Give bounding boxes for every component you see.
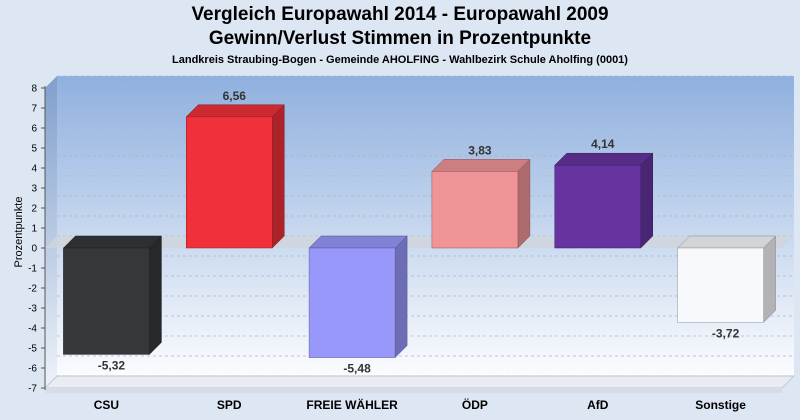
y-axis: 8 7 6 5 4 3 2 1 0 -1 -2 -3 -4 -5 -6 -7 bbox=[28, 84, 46, 395]
x-tick-label: CSU bbox=[94, 398, 119, 412]
bar-csu bbox=[62, 235, 163, 356]
data-label: 6,56 bbox=[223, 89, 247, 103]
x-tick-label: SPD bbox=[217, 398, 242, 412]
bar-top bbox=[308, 235, 408, 249]
bar-top bbox=[554, 152, 654, 166]
bar-front bbox=[431, 171, 519, 249]
y-tick-label: -4 bbox=[28, 324, 37, 335]
bar-side bbox=[272, 104, 285, 249]
bar-top bbox=[676, 235, 777, 249]
x-tick-label: ÖDP bbox=[462, 397, 488, 412]
data-label: -5,48 bbox=[343, 362, 371, 376]
data-label: -3,72 bbox=[712, 326, 740, 340]
bar-front bbox=[554, 164, 641, 249]
bars bbox=[62, 104, 777, 359]
bar-top bbox=[62, 235, 163, 249]
bar-side bbox=[149, 235, 162, 356]
bar-front bbox=[63, 247, 150, 355]
plot-floor bbox=[43, 375, 796, 389]
y-tick-label: -3 bbox=[28, 304, 37, 315]
y-tick-label: 6 bbox=[31, 124, 37, 135]
bar-front bbox=[186, 116, 273, 249]
bar-spd bbox=[185, 104, 285, 249]
bar-front bbox=[308, 247, 396, 358]
y-tick-label: 5 bbox=[31, 144, 37, 155]
data-labels: -5,32 6,56 -5,48 3,83 4,14 -3,72 bbox=[98, 89, 740, 376]
y-axis-title: Prozentpunkte bbox=[13, 197, 25, 268]
y-tick-label: -7 bbox=[28, 384, 37, 395]
data-label: -5,32 bbox=[98, 358, 126, 372]
plot-back-wall bbox=[57, 76, 794, 376]
chart-title-line1: Vergleich Europawahl 2014 - Europawahl 2… bbox=[191, 4, 609, 25]
bar-afd bbox=[554, 152, 654, 249]
data-label: 4,14 bbox=[591, 137, 615, 151]
y-tick-label: 3 bbox=[31, 184, 37, 195]
bar-freie-wähler bbox=[308, 235, 408, 359]
data-label: 3,83 bbox=[468, 143, 492, 157]
y-tick-label: 4 bbox=[31, 164, 37, 175]
bar-side bbox=[394, 235, 408, 359]
x-tick-label: Sonstige bbox=[695, 398, 746, 412]
y-tick-label: 7 bbox=[31, 104, 37, 115]
bar-top bbox=[185, 104, 285, 118]
x-tick-label: AfD bbox=[587, 398, 609, 412]
chart-subtitle: Landkreis Straubing-Bogen - Gemeinde AHO… bbox=[172, 54, 628, 66]
bar-sonstige bbox=[676, 235, 777, 324]
bar-top bbox=[431, 159, 531, 172]
y-tick-label: -6 bbox=[28, 364, 37, 375]
bar-side bbox=[763, 235, 776, 324]
bar-side bbox=[640, 152, 653, 249]
y-tick-label: 2 bbox=[31, 204, 37, 215]
x-tick-label: FREIE WÄHLER bbox=[306, 397, 398, 412]
y-tick-label: -1 bbox=[28, 264, 37, 275]
plot-side-wall bbox=[45, 76, 57, 388]
plot-floor-edge bbox=[45, 388, 782, 393]
y-tick-label: 8 bbox=[31, 84, 37, 95]
chart-title-line2: Gewinn/Verlust Stimmen in Prozentpunkte bbox=[208, 28, 592, 49]
plot-background bbox=[43, 76, 796, 393]
y-tick-label: 1 bbox=[31, 224, 37, 235]
bar-front bbox=[677, 247, 764, 323]
bar-side bbox=[517, 158, 531, 249]
bar-ödp bbox=[431, 158, 531, 249]
y-tick-label: 0 bbox=[31, 244, 37, 255]
y-tick-label: -2 bbox=[28, 284, 37, 295]
x-axis-labels: CSU SPD FREIE WÄHLER ÖDP AfD Sonstige bbox=[94, 397, 747, 412]
y-tick-label: -5 bbox=[28, 344, 37, 355]
